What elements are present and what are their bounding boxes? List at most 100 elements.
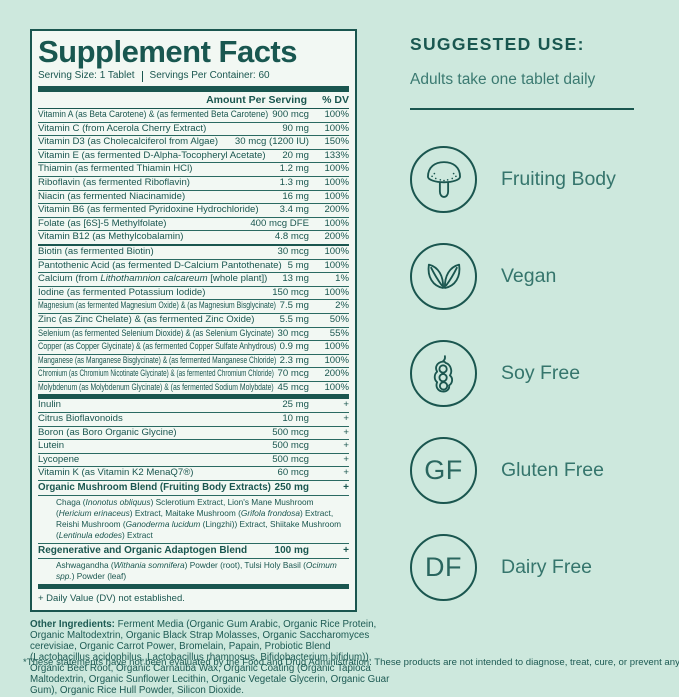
nutrient-name: Vitamin D3 (as Cholecalciferol from Alga…: [38, 136, 219, 148]
nutrient-dv: 200%: [324, 231, 349, 243]
nutrient-name: Citrus Bioflavonoids: [38, 413, 123, 425]
mushroom-icon: [410, 146, 477, 213]
table-row: Lycopene 500 mcg +: [38, 454, 349, 468]
nutrient-amount: 500 mcg: [272, 440, 309, 452]
table-row: Organic Mushroom Blend (Fruiting Body Ex…: [38, 481, 349, 496]
nutrient-amount: 500 mcg: [272, 426, 309, 438]
suggested-use-heading: SUGGESTED USE:: [410, 34, 585, 54]
nutrient-name: Folate (as [6S]-5 Methylfolate): [38, 217, 167, 229]
table-row: Inulin 25 mg +: [38, 399, 349, 414]
nutrient-name: Biotin (as fermented Biotin): [38, 245, 154, 257]
nutrient-amount: 2.3 mg: [279, 354, 309, 366]
nutrient-amount: 150 mcg: [272, 286, 309, 298]
nutrient-dv: +: [343, 440, 349, 452]
nutrient-amount: 4.8 mcg: [274, 231, 309, 243]
nutrient-name: Iodine (as fermented Potassium Iodide): [38, 286, 206, 298]
monogram-text: DF: [425, 552, 462, 582]
nutrient-dv: 100%: [324, 381, 349, 393]
heavy-rule: [38, 86, 349, 92]
nutrient-name: Thiamin (as fermented Thiamin HCl): [38, 163, 193, 175]
table-row: Citrus Bioflavonoids 10 mg +: [38, 413, 349, 427]
serving-divider: [141, 70, 143, 82]
nutrient-dv: 100%: [324, 176, 349, 188]
nutrient-amount: 0.9 mg: [279, 341, 309, 353]
badge-label: Vegan: [501, 265, 557, 287]
blend-ingredients-row: Chaga (Inonotus obliquus) Sclerotium Ext…: [38, 496, 349, 545]
nutrient-dv: 200%: [324, 368, 349, 380]
nutrient-amount: 16 mg: [282, 190, 309, 202]
badge-label: Dairy Free: [501, 556, 593, 578]
nutrient-name: Copper (as Copper Glycinate) & (as ferme…: [38, 341, 276, 353]
nutrient-name: Lycopene: [38, 453, 80, 465]
nutrient-name: Pantothenic Acid (as fermented D-Calcium…: [38, 259, 282, 271]
heavy-rule: [38, 584, 349, 590]
blend-ingredients-row: Ashwagandha (Withania somnifera) Powder …: [56, 559, 337, 582]
feature-badges: Fruiting Body Vegan Soy Free GF Gluten Fre…: [410, 131, 656, 616]
nutrient-amount: 13 mg: [282, 273, 309, 285]
table-header: Amount Per Serving % DV: [38, 92, 349, 109]
nutrient-dv: 150%: [324, 136, 349, 148]
df-monogram-icon: DF: [410, 534, 477, 601]
nutrient-dv: 200%: [324, 204, 349, 216]
soybean-icon: [410, 340, 477, 407]
table-row: Iodine (as fermented Potassium Iodide) 15…: [38, 287, 349, 301]
table-row: Vitamin E (as fermented D-Alpha-Tocopher…: [38, 150, 349, 164]
nutrient-dv: 100%: [324, 259, 349, 271]
nutrient-amount: 1.2 mg: [279, 163, 309, 175]
nutrient-amount: 10 mg: [282, 413, 309, 425]
nutrient-amount: 900 mcg: [272, 109, 309, 120]
nutrient-amount: 3.4 mg: [279, 204, 309, 216]
table-row: Vitamin A (as Beta Carotene) & (as ferme…: [38, 109, 349, 123]
nutrient-dv: +: [343, 467, 349, 479]
table-row: Copper (as Copper Glycinate) & (as ferme…: [38, 341, 349, 355]
table-row: Riboflavin (as fermented Riboflavin) 1.3 …: [38, 177, 349, 191]
table-row: Boron (as Boro Organic Glycine) 500 mcg +: [38, 427, 349, 441]
nutrient-name: Magnesium (as fermented Magnesium Oxide)…: [38, 300, 276, 312]
nutrient-amount: 5 mg: [287, 259, 309, 271]
nutrient-name: Manganese (as Manganese Bisglycinate) & …: [38, 354, 276, 366]
nutrient-name: Niacin (as fermented Niacinamide): [38, 190, 186, 202]
badge-label: Gluten Free: [501, 459, 604, 481]
nutrient-dv: +: [343, 399, 349, 411]
column-header-dv: % DV: [322, 94, 349, 106]
nutrient-dv: 100%: [324, 286, 349, 298]
servings-per-container: Servings Per Container: 60: [149, 70, 270, 81]
heavy-rule: [38, 394, 349, 400]
nutrient-dv: 2%: [335, 300, 349, 312]
nutrient-amount: 5.5 mg: [279, 313, 309, 325]
nutrient-amount: 30 mcg: [277, 245, 309, 257]
nutrient-dv: 133%: [324, 149, 349, 161]
table-row: Chromium (as Chromium Nicotinate Glycina…: [38, 368, 349, 382]
table-row: Manganese (as Manganese Bisglycinate) & …: [38, 355, 349, 369]
nutrient-name: Selenium (as fermented Selenium Dioxide)…: [38, 327, 274, 339]
other-ingredients-label: Other Ingredients:: [30, 619, 115, 631]
serving-size: Serving Size: 1 Tablet: [38, 70, 135, 81]
nutrient-dv: 1%: [335, 273, 349, 285]
table-row: Biotin (as fermented Biotin) 30 mcg 100%: [38, 246, 349, 260]
fda-disclaimer: *These statements have not been evaluate…: [23, 657, 679, 668]
table-row: Thiamin (as fermented Thiamin HCl) 1.2 mg…: [38, 163, 349, 177]
nutrient-dv: 100%: [324, 217, 349, 229]
nutrient-amount: 20 mg: [282, 149, 309, 161]
nutrient-name: Chromium (as Chromium Nicotinate Glycina…: [38, 368, 274, 380]
column-header-amount: Amount Per Serving: [206, 94, 307, 106]
table-row: Lutein 500 mcg +: [38, 440, 349, 454]
nutrient-table: Vitamin A (as Beta Carotene) & (as ferme…: [38, 109, 349, 590]
nutrient-dv: 50%: [329, 313, 349, 325]
supplement-facts-panel: Supplement Facts Serving Size: 1 Tablet …: [30, 29, 357, 613]
nutrient-amount: 500 mcg: [272, 453, 309, 465]
nutrient-amount: 25 mg: [282, 399, 309, 411]
nutrient-amount: 250 mg: [274, 482, 309, 494]
nutrient-amount: 100 mg: [274, 545, 309, 557]
nutrient-amount: 7.5 mg: [279, 300, 309, 312]
nutrient-name: Vitamin E (as fermented D-Alpha-Tocopher…: [38, 149, 266, 161]
gf-monogram-icon: GF: [410, 437, 477, 504]
nutrient-dv: 100%: [324, 163, 349, 175]
table-row: Calcium (from Lithothamnion calcareum [w…: [38, 273, 349, 287]
label-left-column: Supplement Facts Serving Size: 1 Tablet …: [30, 29, 389, 697]
table-row: Vitamin K (as Vitamin K2 MenaQ7®) 60 mcg +: [38, 467, 349, 482]
monogram-text: GF: [424, 455, 463, 485]
table-row: Vitamin B6 (as fermented Pyridoxine Hydr…: [38, 204, 349, 218]
nutrient-name: Lutein: [38, 440, 65, 452]
nutrient-name: Vitamin A (as Beta Carotene) & (as ferme…: [38, 109, 269, 120]
